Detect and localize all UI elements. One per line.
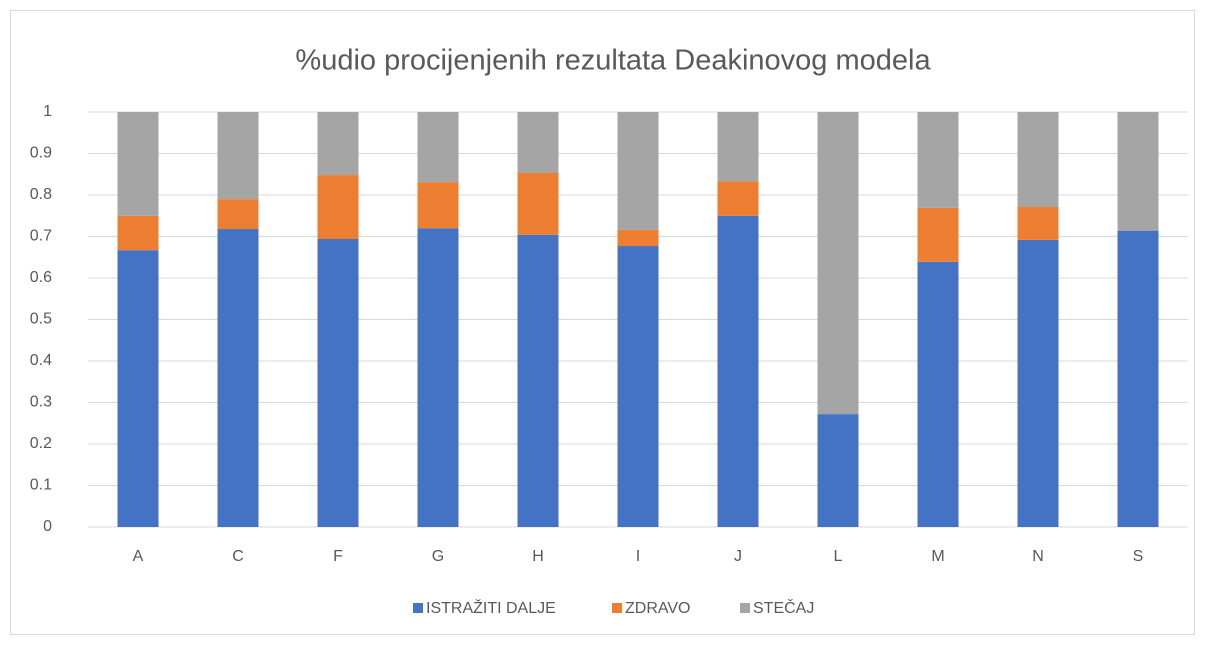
bar-segment [1017,239,1059,527]
bar-segment [317,175,359,239]
y-tick-label: 0.9 [30,145,52,162]
bar-segment [617,229,659,247]
bar-segment [1017,112,1059,208]
legend-label: ZDRAVO [625,600,690,617]
bar-segment [417,182,459,229]
x-tick-label: S [1133,548,1144,565]
bar-segment [517,234,559,527]
bar-segment [617,246,659,528]
legend-swatch [740,603,750,613]
y-tick-label: 0.7 [30,228,52,245]
bar-segment [717,215,759,527]
x-tick-label: H [532,548,544,565]
bar-segment [1117,112,1159,231]
y-tick-label: 0.4 [30,352,52,369]
bar-segment [217,229,259,527]
bar-segment [517,173,559,235]
bar-segment [117,215,159,251]
bar-segment [717,112,759,182]
y-tick-label: 0.2 [30,435,52,452]
bar-segment [1017,207,1059,240]
bar-segment [817,112,859,415]
legend-label: ISTRAŽITI DALJE [426,598,556,617]
x-tick-label: I [636,548,640,565]
y-tick-label: 0.6 [30,269,52,286]
x-tick-label: J [734,548,742,565]
bar-segment [617,112,659,230]
bar-segment [217,112,259,200]
x-tick-label: M [931,548,944,565]
bar-segment [917,261,959,527]
bar-segment [517,112,559,174]
bar-segment [117,112,159,216]
legend-label: STEČAJ [753,598,814,617]
bar-segment [1117,230,1159,527]
y-tick-label: 0.8 [30,186,52,203]
bar-segment [817,414,859,527]
y-tick-label: 0.5 [30,311,52,328]
chart-frame [10,10,1195,635]
bar-segment [917,207,959,262]
bar-segment [317,112,359,176]
y-tick-label: 1 [43,103,52,120]
x-tick-label: C [232,548,244,565]
bar-segment [917,112,959,208]
x-tick-label: L [834,548,843,565]
y-tick-label: 0.1 [30,477,52,494]
bar-segment [417,228,459,527]
bar-segment [317,238,359,528]
chart-title: %udio procijenjenih rezultata Deakinovog… [295,45,931,77]
legend-swatch [612,603,622,613]
bar-segment [117,250,159,527]
bar-segment [417,112,459,183]
bar-segment [717,181,759,216]
legend-swatch [413,603,423,613]
x-tick-label: G [432,548,444,565]
y-tick-label: 0.3 [30,394,52,411]
x-tick-label: N [1032,548,1044,565]
y-tick-label: 0 [43,518,52,535]
bar-segment [217,199,259,230]
x-tick-label: A [133,548,144,565]
x-tick-label: F [333,548,343,565]
